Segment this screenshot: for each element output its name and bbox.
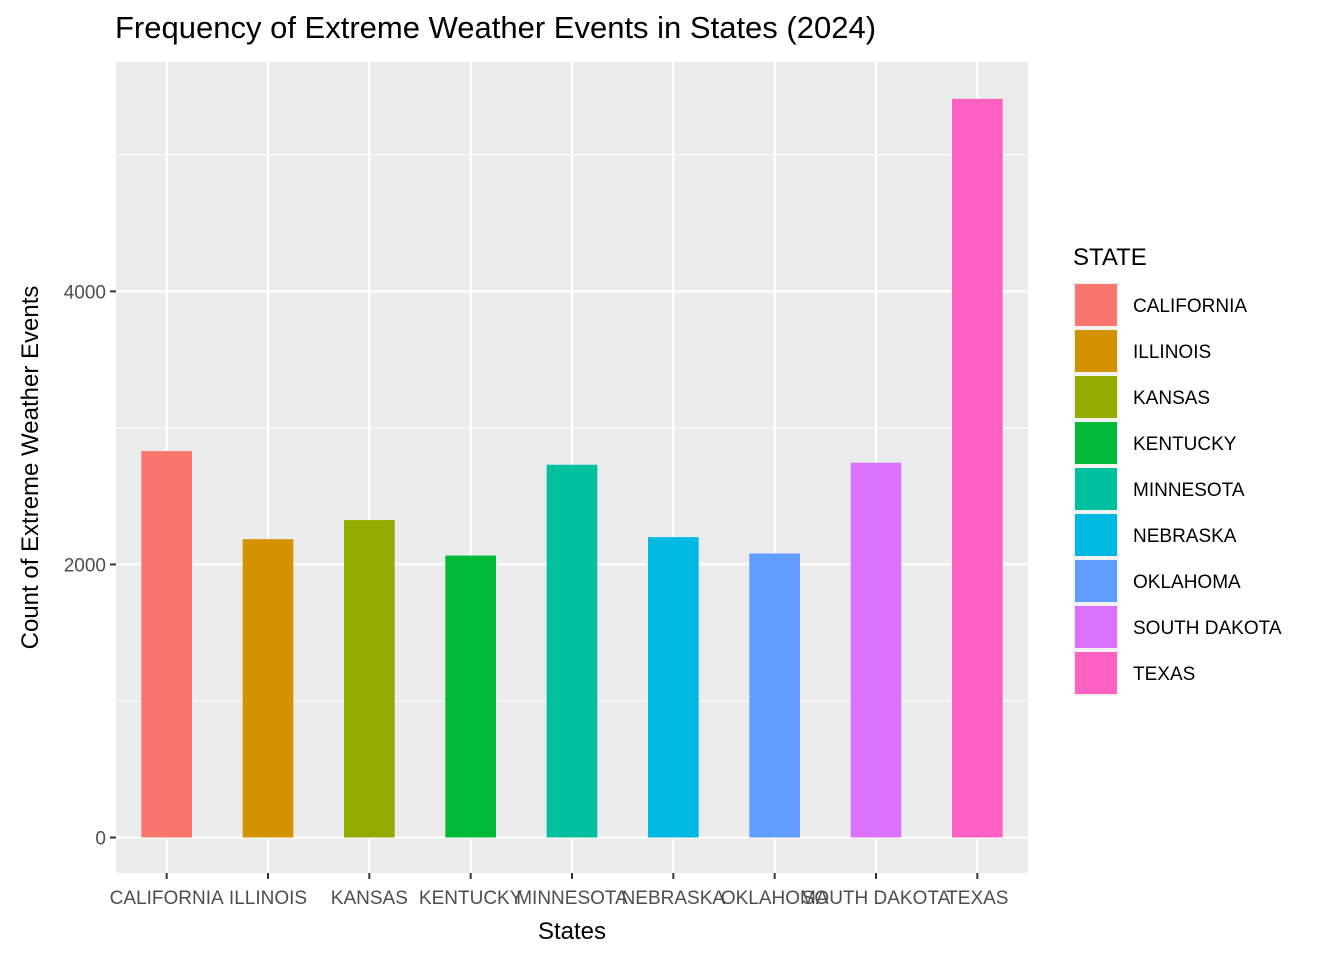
- y-tick-label: 2000: [64, 555, 106, 576]
- x-tick-label: ILLINOIS: [229, 888, 307, 909]
- legend-label: NEBRASKA: [1133, 526, 1237, 547]
- legend-key-swatch: [1075, 330, 1117, 372]
- legend-key-swatch: [1075, 606, 1117, 648]
- legend-label: OKLAHOMA: [1133, 572, 1241, 593]
- x-tick-label: TEXAS: [946, 888, 1008, 909]
- chart-title: Frequency of Extreme Weather Events in S…: [115, 10, 877, 45]
- legend-label: SOUTH DAKOTA: [1133, 618, 1282, 639]
- bar-nebraska: [648, 537, 699, 838]
- legend-label: KANSAS: [1133, 388, 1210, 409]
- legend-key-swatch: [1075, 468, 1117, 510]
- y-tick-label: 0: [95, 829, 106, 850]
- legend-key-swatch: [1075, 376, 1117, 418]
- legend-key-swatch: [1075, 514, 1117, 556]
- y-tick-label: 4000: [64, 282, 106, 303]
- bar-texas: [952, 98, 1003, 838]
- bar-kentucky: [445, 555, 496, 838]
- x-tick-label: MINNESOTA: [516, 888, 628, 909]
- x-tick-label: SOUTH DAKOTA: [802, 888, 951, 909]
- x-tick-label: KENTUCKY: [419, 888, 523, 909]
- x-tick-label: KANSAS: [331, 888, 408, 909]
- x-axis-title: States: [538, 918, 606, 945]
- legend-key-swatch: [1075, 284, 1117, 326]
- bar-illinois: [242, 539, 294, 838]
- legend-title: STATE: [1073, 244, 1147, 271]
- legend-key-swatch: [1075, 652, 1117, 694]
- bar-south-dakota: [850, 462, 902, 838]
- legend-key-swatch: [1075, 560, 1117, 602]
- bar-kansas: [344, 520, 395, 838]
- bar-oklahoma: [749, 553, 800, 838]
- bar-minnesota: [546, 464, 598, 838]
- x-tick-label: CALIFORNIA: [110, 888, 224, 909]
- legend-label: TEXAS: [1133, 664, 1195, 685]
- legend-label: ILLINOIS: [1133, 342, 1211, 363]
- x-tick-label: NEBRASKA: [622, 888, 726, 909]
- legend-label: MINNESOTA: [1133, 480, 1245, 501]
- legend-key-swatch: [1075, 422, 1117, 464]
- bar-california: [141, 451, 192, 838]
- legend-label: CALIFORNIA: [1133, 296, 1247, 317]
- x-tick-label: OKLAHOMA: [721, 888, 829, 909]
- y-axis-title: Count of Extreme Weather Events: [17, 286, 44, 650]
- legend: STATE CALIFORNIA ILLINOIS KANSAS KENTUCKY MIN…: [1073, 244, 1282, 696]
- legend-label: KENTUCKY: [1133, 434, 1237, 455]
